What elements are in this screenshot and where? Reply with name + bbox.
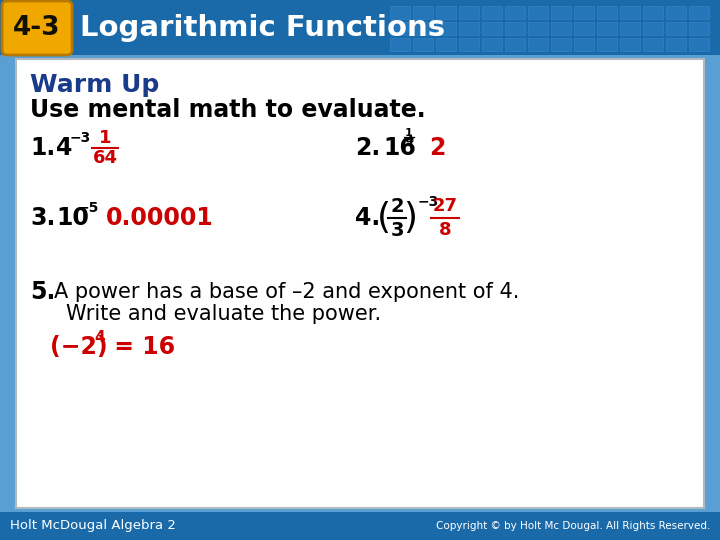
Text: 2: 2 (429, 136, 446, 160)
FancyBboxPatch shape (505, 38, 525, 51)
FancyBboxPatch shape (528, 6, 548, 19)
FancyBboxPatch shape (436, 6, 456, 19)
FancyBboxPatch shape (390, 22, 410, 35)
Text: 5.: 5. (30, 280, 55, 304)
Text: 4: 4 (405, 136, 413, 146)
FancyBboxPatch shape (597, 22, 617, 35)
Text: 4: 4 (56, 136, 73, 160)
FancyBboxPatch shape (643, 38, 663, 51)
FancyBboxPatch shape (459, 22, 479, 35)
FancyBboxPatch shape (436, 38, 456, 51)
FancyBboxPatch shape (620, 6, 640, 19)
FancyBboxPatch shape (505, 22, 525, 35)
FancyBboxPatch shape (666, 22, 686, 35)
Text: 2: 2 (390, 197, 404, 215)
Text: −3: −3 (70, 131, 91, 145)
Text: Copyright © by Holt Mc Dougal. All Rights Reserved.: Copyright © by Holt Mc Dougal. All Right… (436, 521, 710, 531)
FancyBboxPatch shape (459, 6, 479, 19)
FancyBboxPatch shape (689, 6, 709, 19)
Text: (−2): (−2) (50, 335, 107, 359)
FancyBboxPatch shape (551, 38, 571, 51)
Text: 64: 64 (92, 149, 117, 167)
Text: 2.: 2. (355, 136, 380, 160)
FancyBboxPatch shape (666, 6, 686, 19)
FancyBboxPatch shape (574, 22, 594, 35)
Text: 4.: 4. (355, 206, 380, 230)
FancyBboxPatch shape (574, 38, 594, 51)
FancyBboxPatch shape (413, 38, 433, 51)
Text: 16: 16 (383, 136, 416, 160)
Text: 4: 4 (94, 330, 104, 346)
FancyBboxPatch shape (620, 38, 640, 51)
Text: 1: 1 (99, 129, 112, 147)
Text: 27: 27 (433, 197, 457, 215)
FancyBboxPatch shape (436, 22, 456, 35)
FancyBboxPatch shape (689, 22, 709, 35)
FancyBboxPatch shape (482, 6, 502, 19)
Text: A power has a base of –2 and exponent of 4.: A power has a base of –2 and exponent of… (54, 282, 519, 302)
FancyBboxPatch shape (528, 38, 548, 51)
Text: 0.00001: 0.00001 (106, 206, 214, 230)
FancyBboxPatch shape (597, 38, 617, 51)
Text: (: ( (377, 201, 391, 235)
FancyBboxPatch shape (666, 38, 686, 51)
Text: −3: −3 (418, 195, 439, 209)
Text: Logarithmic Functions: Logarithmic Functions (80, 14, 445, 42)
FancyBboxPatch shape (390, 6, 410, 19)
FancyBboxPatch shape (620, 22, 640, 35)
Text: Use mental math to evaluate.: Use mental math to evaluate. (30, 98, 426, 122)
FancyBboxPatch shape (390, 38, 410, 51)
Text: 4-3: 4-3 (13, 15, 60, 41)
FancyBboxPatch shape (16, 59, 704, 508)
Text: −5: −5 (78, 201, 99, 215)
Text: ): ) (403, 201, 417, 235)
FancyBboxPatch shape (689, 38, 709, 51)
FancyBboxPatch shape (413, 6, 433, 19)
FancyBboxPatch shape (482, 38, 502, 51)
Text: Warm Up: Warm Up (30, 73, 159, 97)
FancyBboxPatch shape (551, 6, 571, 19)
Text: 3.: 3. (30, 206, 55, 230)
FancyBboxPatch shape (574, 6, 594, 19)
Text: 3: 3 (390, 220, 404, 240)
Text: 1: 1 (405, 128, 413, 138)
Text: Write and evaluate the power.: Write and evaluate the power. (66, 304, 381, 324)
FancyBboxPatch shape (505, 6, 525, 19)
FancyBboxPatch shape (643, 6, 663, 19)
Text: Holt McDougal Algebra 2: Holt McDougal Algebra 2 (10, 519, 176, 532)
FancyBboxPatch shape (551, 22, 571, 35)
FancyBboxPatch shape (459, 38, 479, 51)
Text: 8: 8 (438, 221, 451, 239)
FancyBboxPatch shape (413, 22, 433, 35)
Text: = 16: = 16 (106, 335, 175, 359)
FancyBboxPatch shape (0, 0, 720, 55)
FancyBboxPatch shape (643, 22, 663, 35)
FancyBboxPatch shape (0, 512, 720, 540)
Text: 1.: 1. (30, 136, 55, 160)
FancyBboxPatch shape (482, 22, 502, 35)
FancyBboxPatch shape (597, 6, 617, 19)
Text: 10: 10 (56, 206, 89, 230)
FancyBboxPatch shape (2, 1, 72, 55)
FancyBboxPatch shape (528, 22, 548, 35)
